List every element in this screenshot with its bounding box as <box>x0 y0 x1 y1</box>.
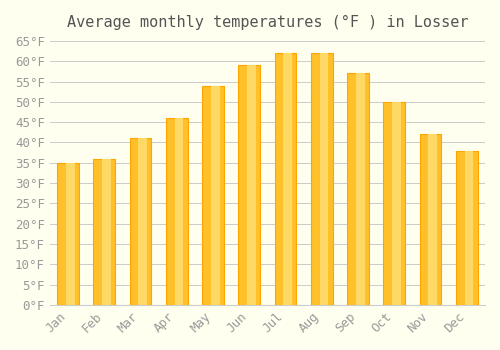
Bar <box>284 53 292 305</box>
Bar <box>130 139 152 305</box>
Bar <box>356 74 364 305</box>
Bar <box>311 53 332 305</box>
Bar <box>384 102 405 305</box>
Bar <box>202 86 224 305</box>
Bar <box>66 163 74 305</box>
Bar <box>211 86 220 305</box>
Bar <box>347 74 369 305</box>
Bar <box>420 134 442 305</box>
Bar <box>274 53 296 305</box>
Bar <box>456 150 477 305</box>
Bar <box>94 159 115 305</box>
Bar <box>238 65 260 305</box>
Bar <box>57 163 79 305</box>
Bar <box>138 139 147 305</box>
Bar <box>392 102 401 305</box>
Bar <box>174 118 184 305</box>
Bar <box>166 118 188 305</box>
Bar <box>320 53 328 305</box>
Bar <box>428 134 437 305</box>
Bar <box>247 65 256 305</box>
Bar <box>102 159 111 305</box>
Bar <box>464 150 473 305</box>
Title: Average monthly temperatures (°F ) in Losser: Average monthly temperatures (°F ) in Lo… <box>66 15 468 30</box>
